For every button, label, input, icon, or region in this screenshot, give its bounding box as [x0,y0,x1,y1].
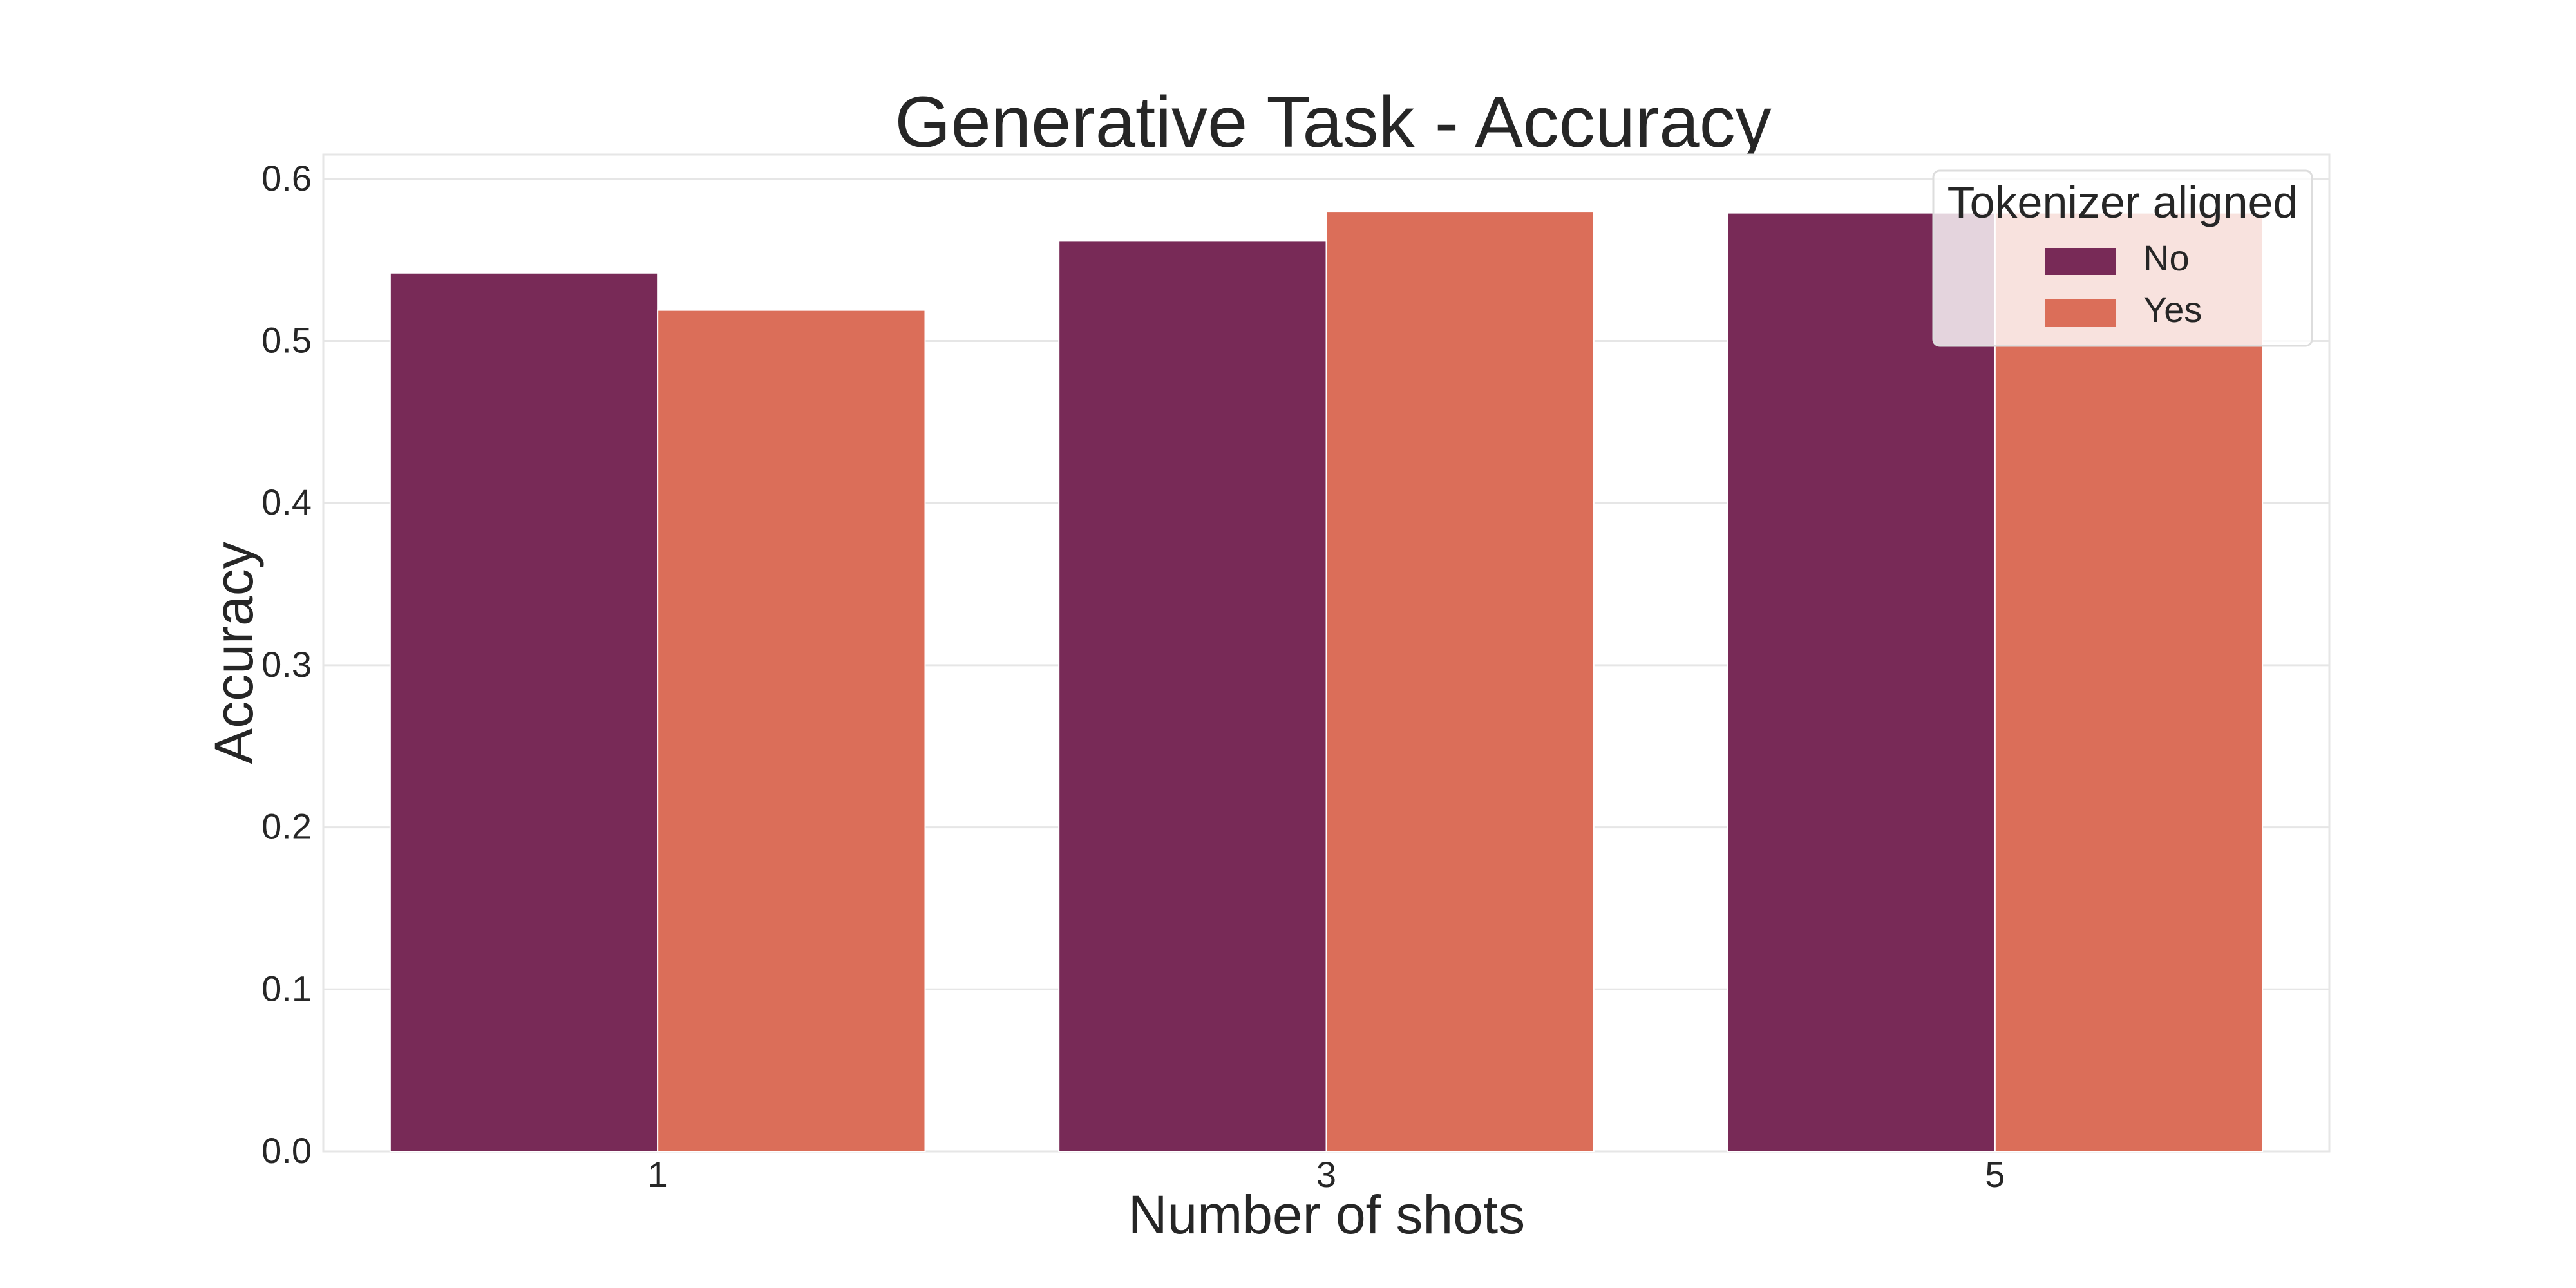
bars [389,211,2264,1153]
legend-box [1932,169,2313,347]
y-tick-label: 0.1 [261,968,312,1009]
legend-swatch-yes [2045,299,2116,327]
bar-no-5 [1727,212,1996,1152]
y-tick-label: 0.4 [261,482,312,522]
y-tick-label: 0.6 [261,158,312,198]
bar-yes-1 [657,309,926,1152]
bar-yes-3 [1325,211,1595,1153]
y-tick-label: 0.2 [261,806,312,847]
x-axis-label: Number of shots [1128,1184,1525,1245]
legend: Tokenizer aligned No Yes [1932,169,2313,347]
legend-label-no: No [2143,238,2190,278]
x-tick-label: 3 [1316,1154,1336,1195]
y-axis: 0.0 0.1 0.2 0.3 0.4 0.5 0.6 [261,158,312,1171]
legend-swatch-no [2045,248,2116,275]
x-tick-label: 5 [1985,1154,2005,1195]
bar-no-1 [389,272,659,1152]
x-tick-label: 1 [648,1154,668,1195]
chart-title: Generative Task - Accuracy [895,82,1771,162]
y-tick-label: 0.5 [261,319,312,360]
y-axis-label: Accuracy [204,542,264,764]
x-axis: 1 3 5 [648,1154,2005,1195]
legend-title: Tokenizer aligned [1947,177,2298,227]
bar-yes-5 [1994,212,2264,1152]
legend-label-yes: Yes [2143,289,2202,330]
y-tick-label: 0.0 [261,1130,312,1171]
bar-no-3 [1058,240,1327,1152]
y-tick-label: 0.3 [261,644,312,685]
